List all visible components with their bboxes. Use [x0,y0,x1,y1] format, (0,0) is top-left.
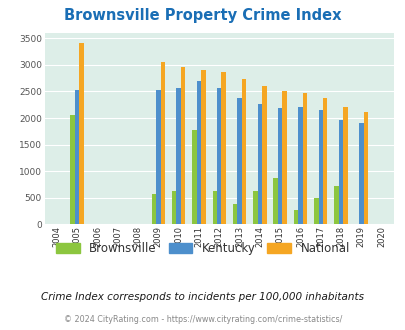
Bar [70,115,75,224]
Bar [273,178,277,224]
Bar [262,86,266,224]
Bar [237,98,241,224]
Bar [302,93,307,224]
Bar [313,198,318,224]
Bar [232,205,237,224]
Bar [79,43,83,224]
Bar [282,91,286,224]
Bar [151,194,156,224]
Bar [75,90,79,224]
Bar [277,108,282,224]
Bar [216,88,221,224]
Bar [257,104,262,224]
Bar [363,112,367,224]
Bar [358,123,363,224]
Bar [200,70,205,224]
Bar [293,210,297,224]
Bar [241,79,245,224]
Bar [338,120,343,224]
Bar [156,90,160,224]
Bar [160,62,164,224]
Bar [333,185,338,224]
Bar [322,98,326,224]
Bar [342,107,347,224]
Bar [252,191,257,224]
Text: Crime Index corresponds to incidents per 100,000 inhabitants: Crime Index corresponds to incidents per… [41,292,364,302]
Bar [318,110,322,224]
Bar [196,81,201,224]
Text: Brownsville Property Crime Index: Brownsville Property Crime Index [64,8,341,23]
Bar [176,88,181,224]
Bar [298,108,302,224]
Legend: Brownsville, Kentucky, National: Brownsville, Kentucky, National [51,237,354,260]
Bar [181,67,185,224]
Bar [221,72,225,224]
Bar [212,191,216,224]
Bar [192,130,196,224]
Text: © 2024 CityRating.com - https://www.cityrating.com/crime-statistics/: © 2024 CityRating.com - https://www.city… [64,315,341,324]
Bar [172,191,176,224]
